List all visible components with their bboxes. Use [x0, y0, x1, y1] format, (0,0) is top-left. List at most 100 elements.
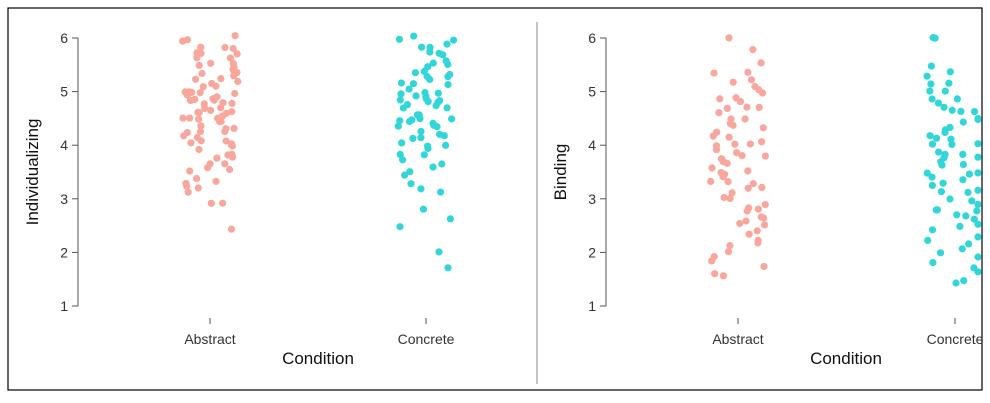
data-point-abstract	[193, 54, 201, 62]
data-point-abstract	[759, 124, 767, 132]
x-axis-title: Condition	[282, 349, 354, 368]
data-point-abstract	[219, 199, 227, 207]
y-tick-label: 1	[60, 298, 68, 314]
data-point-abstract	[201, 104, 209, 112]
data-point-concrete	[926, 87, 934, 95]
data-point-concrete	[974, 186, 982, 194]
data-point-abstract	[743, 103, 751, 111]
x-tick-label-concrete: Concrete	[398, 331, 455, 347]
data-point-abstract	[757, 59, 765, 67]
y-tick-label: 6	[588, 30, 596, 46]
data-point-abstract	[197, 122, 205, 130]
data-point-concrete	[973, 207, 981, 215]
data-point-abstract	[217, 104, 225, 112]
data-point-abstract	[230, 124, 238, 132]
y-tick-label: 4	[588, 137, 596, 153]
data-point-concrete	[405, 117, 414, 126]
data-point-concrete	[946, 68, 954, 76]
x-ticks: Abstract Concrete	[712, 318, 984, 347]
data-point-concrete	[959, 118, 967, 126]
data-point-concrete	[946, 123, 954, 131]
data-point-abstract	[204, 164, 212, 172]
data-point-concrete	[958, 245, 966, 253]
data-point-abstract	[195, 61, 203, 69]
data-point-concrete	[395, 35, 403, 43]
data-point-concrete	[419, 205, 428, 213]
data-point-concrete	[401, 171, 409, 179]
data-point-concrete	[953, 95, 962, 103]
data-point-abstract	[196, 89, 204, 97]
y-axis-title: Binding	[551, 144, 570, 201]
data-point-concrete	[974, 114, 982, 123]
x-ticks: Abstract Concrete	[184, 318, 455, 347]
data-point-abstract	[726, 242, 734, 250]
y-tick-label: 2	[60, 244, 68, 260]
data-point-concrete	[440, 132, 448, 140]
data-point-concrete	[444, 81, 452, 89]
data-point-concrete	[928, 140, 937, 148]
data-point-abstract	[731, 140, 739, 148]
data-point-abstract	[194, 108, 202, 116]
data-point-abstract	[708, 257, 716, 265]
data-point-abstract	[198, 69, 206, 78]
data-point-abstract	[725, 133, 733, 141]
data-point-abstract	[755, 86, 763, 94]
data-point-abstract	[758, 183, 766, 191]
data-point-abstract	[186, 167, 194, 175]
data-point-concrete	[927, 62, 936, 70]
y-tick-label: 3	[60, 191, 68, 207]
data-point-abstract	[230, 72, 238, 80]
data-point-concrete	[432, 102, 440, 110]
data-point-abstract	[187, 139, 195, 147]
data-point-concrete	[435, 248, 443, 256]
data-point-concrete	[953, 211, 961, 219]
data-point-concrete	[940, 103, 948, 111]
data-point-concrete	[948, 140, 956, 148]
data-point-concrete	[444, 73, 452, 81]
data-point-concrete	[926, 132, 934, 140]
data-point-abstract	[755, 103, 763, 111]
data-point-concrete	[928, 226, 937, 234]
data-point-abstract	[758, 138, 766, 146]
data-point-concrete	[429, 163, 437, 171]
data-point-concrete	[968, 197, 976, 205]
data-point-concrete	[399, 104, 407, 112]
data-point-abstract	[724, 248, 733, 256]
data-point-concrete	[939, 179, 947, 187]
data-point-abstract	[229, 44, 237, 53]
data-point-concrete	[974, 268, 982, 276]
data-point-abstract	[716, 95, 724, 103]
data-point-abstract	[715, 109, 723, 117]
data-point-abstract	[744, 68, 752, 76]
data-point-abstract	[221, 43, 229, 52]
data-point-concrete	[974, 200, 982, 208]
data-point-concrete	[410, 32, 418, 40]
data-point-abstract	[736, 98, 745, 106]
data-point-abstract	[217, 117, 225, 126]
y-tick-label: 6	[60, 30, 68, 46]
data-point-concrete	[928, 95, 936, 103]
data-point-concrete	[974, 140, 982, 148]
data-point-concrete	[959, 150, 967, 158]
data-point-abstract	[741, 115, 749, 123]
data-point-abstract	[742, 217, 750, 225]
data-point-abstract	[749, 180, 757, 188]
data-point-abstract	[212, 82, 220, 90]
data-point-concrete	[396, 150, 404, 158]
data-point-abstract	[720, 193, 728, 202]
data-point-concrete	[444, 60, 452, 68]
data-point-concrete	[934, 99, 943, 107]
data-point-concrete	[396, 223, 404, 231]
data-point-concrete	[948, 106, 956, 114]
data-point-abstract	[227, 141, 235, 149]
data-point-concrete	[412, 92, 420, 100]
data-point-abstract	[221, 127, 229, 136]
y-ticks: 1 2 3 4 5 6	[60, 30, 78, 314]
data-point-concrete	[409, 80, 418, 88]
data-point-abstract	[197, 43, 205, 51]
data-point-concrete	[406, 168, 414, 176]
data-point-abstract	[233, 50, 241, 58]
data-point-concrete	[929, 34, 937, 42]
